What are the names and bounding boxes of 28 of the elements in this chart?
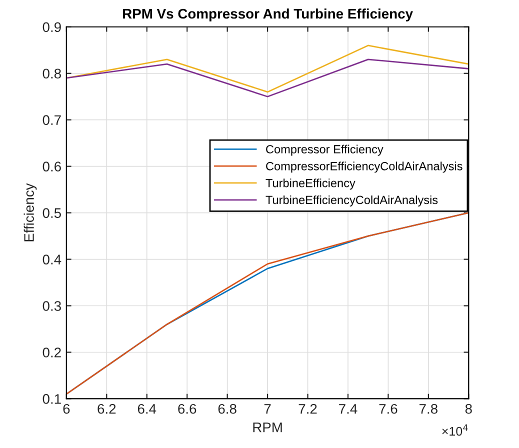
- x-tick-label: 7.6: [379, 404, 398, 414]
- x-tick-label: 6.4: [138, 404, 156, 414]
- y-tick-label: 0.4: [42, 254, 62, 264]
- x-tick-label: 7.8: [419, 404, 438, 414]
- x-tick-label: 7.4: [339, 404, 358, 414]
- legend-label: CompressorEfficiencyColdAirAnalysis: [266, 162, 462, 173]
- legend-label: TurbineEfficiencyColdAirAnalysis: [266, 195, 438, 206]
- x-tick-label: 6.6: [178, 404, 196, 414]
- x-tick-label: 6: [63, 404, 70, 414]
- x-tick-label: 6.8: [218, 404, 236, 414]
- legend-label: Compressor Efficiency: [266, 144, 384, 156]
- text: ×10$^{4}$: [442, 424, 468, 436]
- y-tick-label: 0.8: [42, 68, 61, 79]
- chart-title: RPM Vs Compressor And Turbine Efficiency: [123, 8, 413, 22]
- x-axis-title: RPM: [253, 422, 282, 432]
- y-tick-label: 0.6: [42, 162, 61, 172]
- y-tick-label: 0.1: [42, 394, 61, 404]
- y-tick-label: 0.3: [42, 301, 61, 311]
- y-tick-label: 0.7: [42, 115, 61, 126]
- legend-label: TurbineEfficiency: [266, 178, 356, 190]
- y-tick-label: 0.5: [42, 208, 61, 218]
- y-axis-title: Efficiency: [24, 183, 37, 242]
- y-tick-label: 0.9: [42, 22, 61, 32]
- x-tick-label: 8: [465, 404, 472, 414]
- x-tick-label: 7.2: [298, 404, 317, 414]
- x-tick-label: 6.2: [98, 404, 116, 414]
- x-tick-label: 7: [264, 404, 271, 414]
- y-tick-label: 0.2: [42, 348, 61, 358]
